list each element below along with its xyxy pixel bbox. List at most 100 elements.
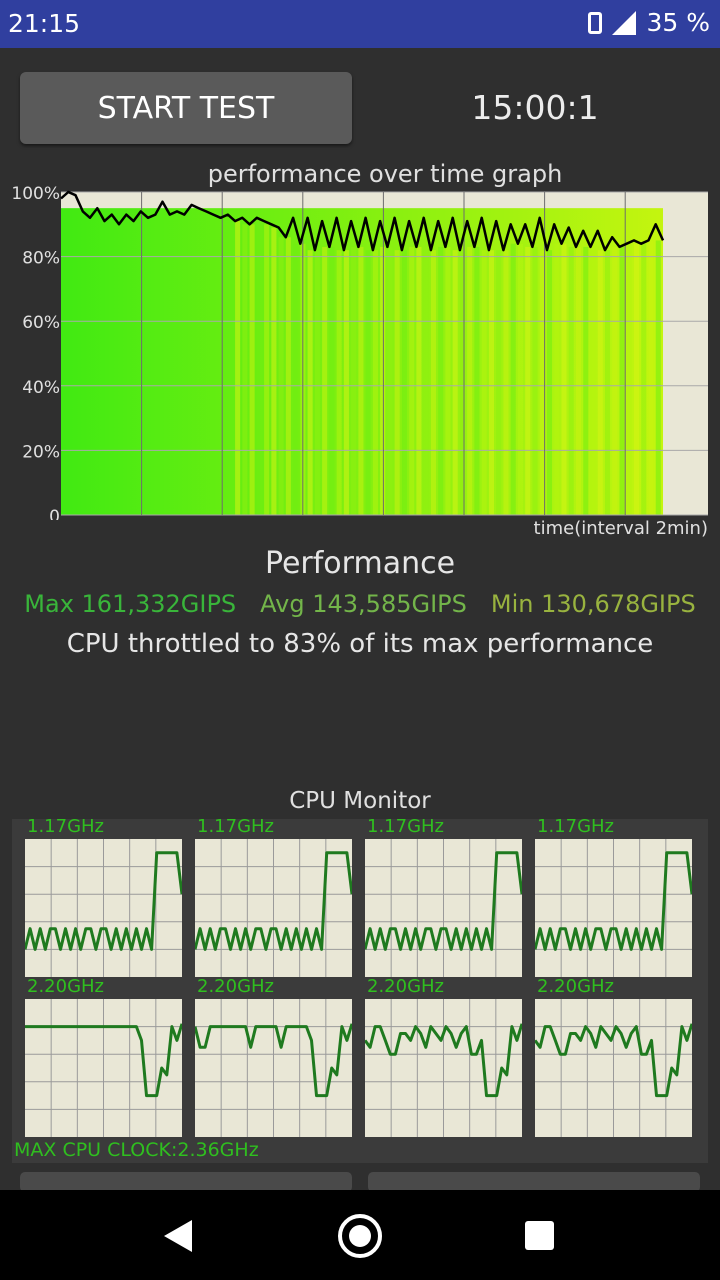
min-stat: Min 130,678GIPS [490,590,696,618]
time-axis-label: time(interval 2min) [533,518,708,539]
performance-stripe [539,250,545,515]
cpu-core-plot [195,839,352,977]
performance-stripe [358,246,364,515]
performance-stripe [285,237,291,515]
y-tick-label: 80% [22,249,60,269]
cpu-clock-line [535,851,692,951]
performance-stripe [278,237,284,515]
y-tick-label: 20% [22,442,60,462]
performance-stripe [474,246,480,515]
y-tick-label: 40% [22,378,60,398]
performance-stripe [438,246,444,515]
performance-stripe [401,250,407,515]
bottom-buttons [0,1172,720,1192]
graph-title: performance over time graph [207,160,563,188]
phone-icon [588,11,603,34]
home-icon[interactable] [338,1214,382,1258]
performance-stripe [561,243,567,515]
performance-stripe [329,246,335,515]
y-tick-label: 60% [22,313,60,333]
performance-stripe [387,246,393,515]
performance-stripe [568,246,574,515]
battery-level: 35 % [646,8,710,37]
cpu-core-graph: 2.20GHz [365,976,522,1139]
navigation-bar [0,1190,720,1280]
start-test-button[interactable]: START TEST [20,72,352,144]
cpu-core-clock: 2.20GHz [537,976,615,997]
back-icon[interactable] [164,1220,192,1252]
performance-stripe [525,246,531,515]
cpu-core-plot [365,999,522,1137]
performance-fill [61,208,663,516]
cpu-clock-line [535,1023,692,1098]
performance-stripe [510,243,516,515]
cpu-core-plot [365,839,522,977]
cpu-monitor-panel: MAX CPU CLOCK:2.36GHz 1.17GHz 1.17GHz 1.17… [12,816,708,1163]
performance-stripe [590,246,596,515]
performance-stripe [322,246,328,515]
performance-stripe [597,250,603,515]
performance-stripe [256,221,262,515]
performance-stripe [380,246,386,515]
performance-stripe [430,250,436,515]
performance-stripe [445,246,451,515]
y-tick-label: 100% [11,184,60,204]
performance-stripe [242,224,248,516]
performance-stripe [546,250,553,515]
cpu-core-graph: 2.20GHz [195,976,352,1139]
throttle-summary: CPU throttled to 83% of its max performa… [66,629,654,659]
cpu-monitor-title: CPU Monitor [289,788,431,814]
performance-stripe [612,246,618,515]
cpu-clock-line [25,851,182,951]
cpu-core-clock: 2.20GHz [197,976,275,997]
cpu-core-graph: 1.17GHz [25,816,182,979]
performance-line [60,190,665,252]
performance-heading: Performance [264,546,456,581]
performance-stripe [575,246,582,515]
performance-stripe [423,250,429,515]
cpu-clock-line [195,1023,352,1098]
cpu-core-clock: 2.20GHz [367,976,445,997]
performance-stripe [336,250,342,515]
cpu-core-graph: 1.17GHz [535,816,692,979]
max-cpu-clock: MAX CPU CLOCK:2.36GHz [14,1139,259,1161]
performance-stripe [619,246,625,515]
y-axis-ticks: 0 20% 40% 60% 80% 100% [11,184,60,520]
status-time: 21:15 [8,9,81,38]
cpu-core-plot [195,999,352,1137]
performance-stripe [271,227,277,515]
recent-apps-icon[interactable] [525,1221,554,1250]
bottom-button-left[interactable] [20,1172,352,1192]
performance-stripe [554,243,560,515]
test-timer: 15:00:1 [471,88,599,127]
performance-stripe [655,240,661,515]
cpu-core-graph: 2.20GHz [535,976,692,1139]
performance-stripe [633,243,640,515]
performance-stripe [416,246,422,515]
cpu-core-graph: 1.17GHz [365,816,522,979]
max-stat: Max 161,332GIPS [24,590,237,618]
signal-icon [612,10,637,35]
cpu-core-plot [535,999,692,1137]
cpu-clock-line [195,851,352,951]
performance-stripe [264,224,270,516]
performance-stripe [467,246,473,515]
performance-stripe [307,250,313,515]
performance-stripe [235,221,241,515]
cpu-clock-line [25,1023,182,1098]
bottom-button-right[interactable] [368,1172,700,1192]
performance-stripe [488,250,495,515]
performance-stripe [626,243,632,515]
performance-stripe [517,243,524,515]
performance-stripe [481,250,487,515]
status-bar: 21:15 35 % [0,0,720,48]
performance-stripe [394,250,400,515]
cpu-clock-line [365,851,522,951]
performance-stripe [604,250,611,515]
performance-stripe [365,250,371,515]
cpu-core-graph: 2.20GHz [25,976,182,1139]
performance-stripe [343,250,349,515]
cpu-core-clock: 1.17GHz [27,816,105,837]
performance-stripe [452,250,458,515]
status-icons: 35 % [588,8,710,37]
